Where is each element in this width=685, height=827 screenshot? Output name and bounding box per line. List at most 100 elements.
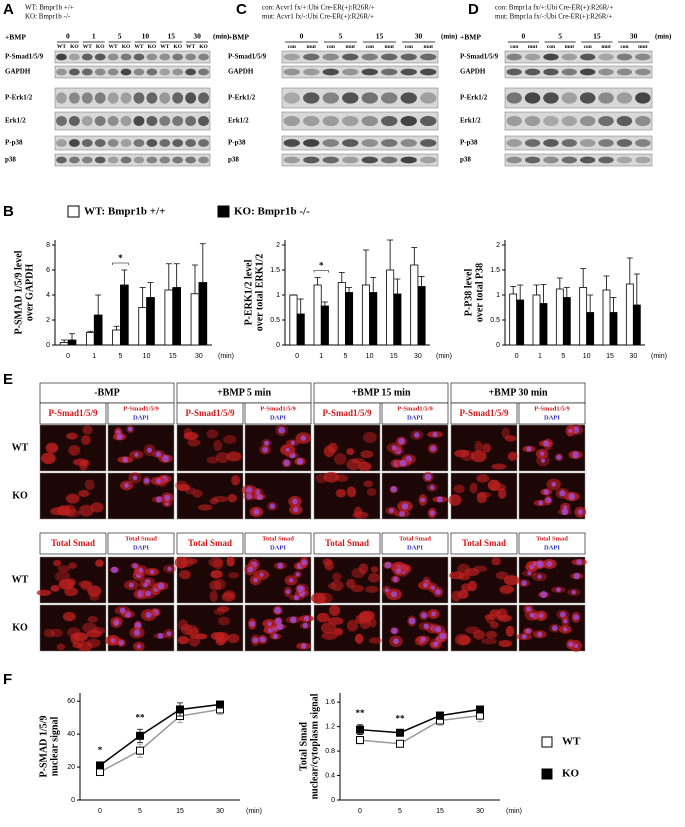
merge-label: DAPI <box>270 414 286 421</box>
nucleus <box>420 612 428 619</box>
error-bar <box>387 239 394 270</box>
x-tick-label: 15 <box>606 353 614 360</box>
lane-label: WT <box>186 44 196 50</box>
timepoint-label: 5 <box>558 32 562 41</box>
nucleus <box>439 632 447 640</box>
nucleus <box>300 643 307 649</box>
blot-band <box>56 92 67 104</box>
blot-band <box>616 139 633 147</box>
cell <box>66 432 78 440</box>
nucleus <box>288 578 294 583</box>
error-bar <box>633 273 640 305</box>
blot-band <box>579 139 596 147</box>
nucleus <box>127 426 133 432</box>
cell <box>330 580 344 592</box>
bar <box>67 339 77 346</box>
nucleus <box>568 493 576 500</box>
blot-band <box>420 92 437 104</box>
blot-row-label: Erk1/2 <box>460 117 481 125</box>
panel-label: B <box>3 203 14 220</box>
cell <box>489 609 501 617</box>
y-tick-label: 8 <box>46 242 50 249</box>
stain-label: P-Smad1/5/9 <box>459 408 509 418</box>
blot-band <box>283 156 300 164</box>
nucleus <box>300 435 307 441</box>
cell <box>41 452 56 465</box>
blot-band <box>185 68 197 76</box>
blot-band <box>322 115 339 127</box>
merge-label: DAPI <box>544 414 560 421</box>
cell <box>90 502 104 513</box>
bar <box>625 283 634 346</box>
lane-label: mut <box>638 44 648 50</box>
cell <box>504 435 517 442</box>
blot-band <box>120 53 132 61</box>
x-tick-label: 0 <box>515 353 519 360</box>
blot-band <box>579 68 596 76</box>
bar <box>93 314 103 346</box>
cell <box>231 475 240 486</box>
blot-band <box>524 115 541 127</box>
series-line <box>359 708 481 734</box>
error-bar <box>297 298 304 314</box>
marker <box>396 739 404 748</box>
bar <box>320 305 329 346</box>
error-bar <box>580 268 587 288</box>
cell <box>458 589 469 599</box>
cell <box>491 463 507 470</box>
cell <box>454 633 471 646</box>
blot-band <box>561 139 578 147</box>
nucleus <box>538 500 544 506</box>
x-axis-label: (min) <box>218 353 234 360</box>
lane-label: KO <box>122 44 131 50</box>
nucleus <box>391 445 397 451</box>
blot-band <box>420 68 437 76</box>
blot-background <box>54 50 211 64</box>
cell <box>358 461 372 472</box>
lane-label: con <box>510 44 518 50</box>
x-axis-label: (min) <box>651 353 667 360</box>
bar <box>410 264 419 346</box>
lane-label: KO <box>148 44 157 50</box>
cell <box>57 565 71 572</box>
x-tick-label: 30 <box>414 353 422 360</box>
timepoint-label: 0 <box>300 32 304 41</box>
cell <box>187 438 201 447</box>
nucleus <box>540 458 546 463</box>
blot-band <box>598 92 614 104</box>
nucleus <box>111 566 118 574</box>
blot-band <box>342 115 359 127</box>
nucleus <box>262 446 268 453</box>
blot-band <box>159 115 171 127</box>
lane-label: KO <box>96 44 105 50</box>
nucleus <box>132 563 138 569</box>
nucleus <box>536 560 544 568</box>
panel-label: E <box>3 371 13 388</box>
lane-label: mut <box>424 44 434 50</box>
lane-label: WT <box>83 44 93 50</box>
legend-label: KO <box>562 768 580 780</box>
cell <box>223 435 237 444</box>
x-tick-label: 0 <box>358 808 362 815</box>
nucleus <box>124 483 129 488</box>
cell <box>476 492 487 504</box>
cell <box>354 633 364 644</box>
blot-band <box>94 156 106 164</box>
series-line <box>99 708 221 773</box>
legend-swatch <box>217 205 230 218</box>
blot-band <box>81 92 93 104</box>
significance-label: * <box>319 261 324 271</box>
nucleus <box>430 445 436 452</box>
nucleus <box>521 580 527 586</box>
nucleus <box>263 440 270 446</box>
error-bar <box>362 249 369 285</box>
cell <box>328 604 341 616</box>
cell <box>223 590 236 599</box>
nucleus <box>274 607 282 614</box>
bar <box>112 329 121 346</box>
blot-band <box>133 92 145 104</box>
cell <box>362 432 377 443</box>
bar <box>602 289 611 346</box>
cell <box>68 445 81 456</box>
cell <box>335 488 347 498</box>
